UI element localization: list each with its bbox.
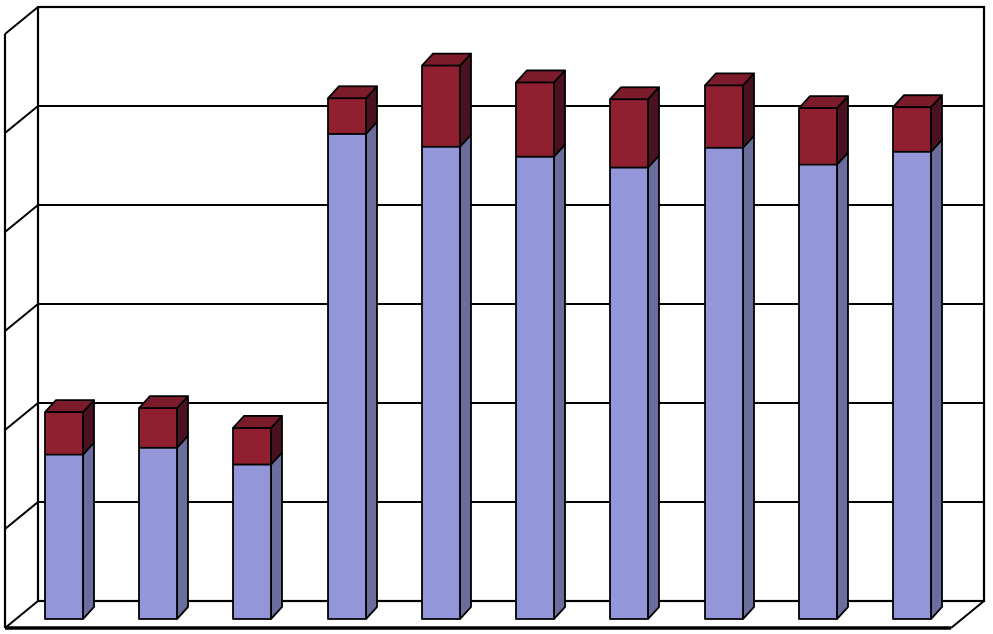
bar-4-bottom-front-face [327, 132, 367, 620]
bar-group-5 [421, 52, 472, 620]
bar-5-top-front-face [421, 64, 461, 148]
bar-8-bottom-side-face [742, 134, 755, 620]
bar-7-top-side-face [647, 86, 660, 169]
bar-10-top-front-face [892, 106, 932, 153]
bar-group-4 [327, 85, 378, 620]
bar-7-bottom-front-face [609, 166, 649, 620]
bars [44, 52, 943, 620]
bar-7-bottom-side-face [647, 154, 660, 620]
bar-group-2 [138, 395, 189, 620]
bar-2-bottom-side-face [176, 434, 189, 620]
bar-5-top-side-face [459, 52, 472, 148]
floor-left-edge [4, 600, 39, 629]
bar-9-bottom-front-face [798, 163, 838, 620]
bar-8-bottom-front-face [704, 146, 744, 620]
gridline-wall-connector [4, 501, 39, 530]
bar-group-7 [609, 86, 660, 620]
bar-6-bottom-front-face [515, 155, 555, 620]
bar-1-top-front-face [44, 411, 84, 456]
bar-1-bottom-front-face [44, 453, 84, 620]
bar-5-bottom-front-face [421, 145, 461, 620]
bar-group-3 [232, 415, 283, 620]
bar-group-10 [892, 94, 943, 620]
bar-10-bottom-side-face [930, 138, 943, 620]
left-wall-top-edge [4, 6, 39, 35]
bar-group-1 [44, 399, 95, 620]
bar-3-top-front-face [232, 427, 272, 466]
gridline-wall-connector [4, 402, 39, 431]
bar-6-top-front-face [515, 81, 555, 158]
bar-3-bottom-side-face [270, 451, 283, 620]
bar-9-top-front-face [798, 107, 838, 166]
bar-10-bottom-front-face [892, 150, 932, 620]
bar-9-bottom-side-face [836, 151, 849, 620]
bar-group-9 [798, 95, 849, 620]
bar-group-6 [515, 69, 566, 620]
bar-5-bottom-side-face [459, 133, 472, 620]
gridline-wall-connector [4, 105, 39, 134]
bar-4-bottom-side-face [365, 121, 378, 620]
bar-6-bottom-side-face [553, 143, 566, 620]
bar-2-top-front-face [138, 407, 178, 449]
gridline-wall-connector [4, 303, 39, 332]
floor-right-edge [950, 600, 985, 629]
bar-2-bottom-front-face [138, 446, 178, 620]
bar-8-top-front-face [704, 84, 744, 149]
gridline-wall-connector [4, 204, 39, 233]
bar-7-top-front-face [609, 98, 649, 169]
bar-group-8 [704, 72, 755, 620]
bar-1-bottom-side-face [82, 441, 95, 620]
bar-6-top-side-face [553, 69, 566, 158]
bar-3-bottom-front-face [232, 463, 272, 620]
bar-4-top-front-face [327, 97, 367, 135]
